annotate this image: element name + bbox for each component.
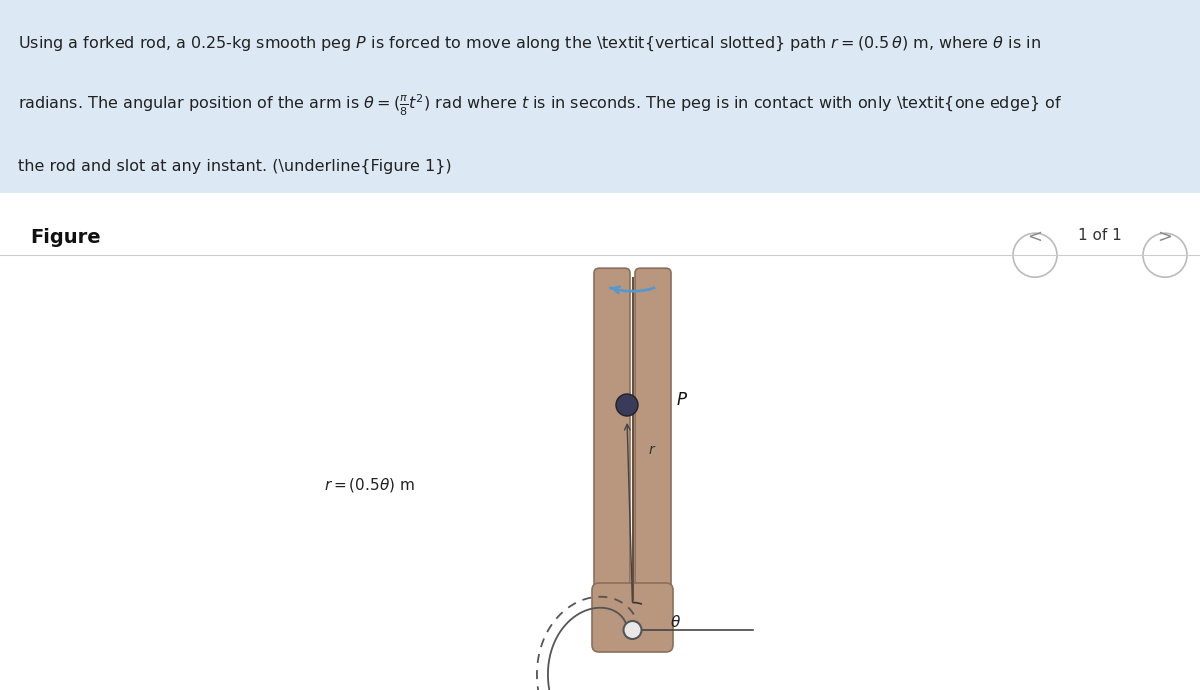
Text: the rod and slot at any instant. (\underline{Figure 1}): the rod and slot at any instant. (\under… bbox=[18, 159, 451, 174]
Text: Using a forked rod, a 0.25-kg smooth peg $P$ is forced to move along the \textit: Using a forked rod, a 0.25-kg smooth peg… bbox=[18, 34, 1040, 53]
FancyBboxPatch shape bbox=[594, 268, 630, 615]
Text: $\theta$: $\theta$ bbox=[671, 614, 682, 630]
Text: <: < bbox=[1027, 228, 1043, 246]
FancyBboxPatch shape bbox=[0, 0, 1200, 193]
Text: radians. The angular position of the arm is $\theta = (\frac{\pi}{8}t^2)$ rad wh: radians. The angular position of the arm… bbox=[18, 92, 1062, 118]
Text: 1 of 1: 1 of 1 bbox=[1078, 228, 1122, 243]
FancyBboxPatch shape bbox=[635, 268, 671, 615]
FancyBboxPatch shape bbox=[592, 583, 673, 652]
Circle shape bbox=[616, 394, 638, 416]
Text: $P$: $P$ bbox=[676, 391, 688, 409]
Text: Figure: Figure bbox=[30, 228, 101, 247]
Circle shape bbox=[624, 621, 642, 639]
Text: $r$: $r$ bbox=[648, 443, 656, 457]
Text: $r = (0.5\theta)$ m: $r = (0.5\theta)$ m bbox=[324, 476, 415, 494]
Text: >: > bbox=[1158, 228, 1172, 246]
